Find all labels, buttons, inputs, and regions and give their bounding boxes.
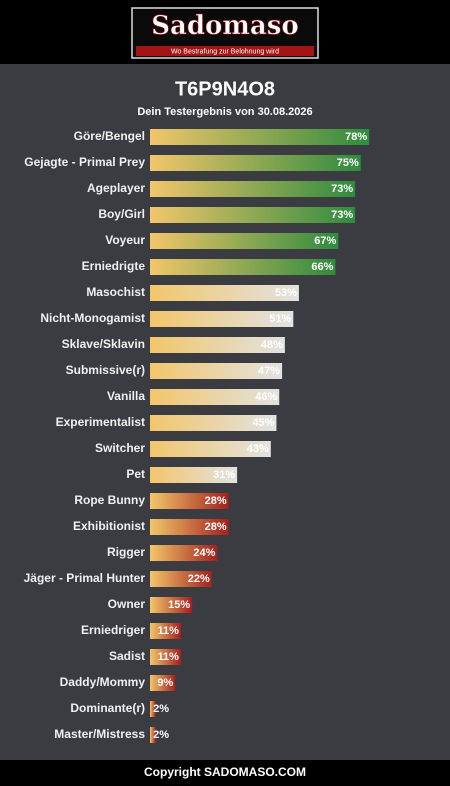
- category-label: Sklave/Sklavin: [62, 337, 145, 351]
- chart-subtitle: Dein Testergebnis von 30.08.2026: [137, 106, 312, 118]
- category-label: Erniedrigte: [82, 259, 146, 273]
- bar: [150, 623, 181, 639]
- footer[interactable]: Copyright SADOMASO.COM: [144, 765, 306, 779]
- value-label: 22%: [188, 573, 210, 585]
- value-label: 75%: [337, 157, 359, 169]
- category-label: Masochist: [86, 285, 145, 299]
- category-label: Rigger: [107, 545, 145, 559]
- bar: [150, 493, 229, 509]
- category-label: Rope Bunny: [74, 493, 145, 507]
- bar: [150, 519, 229, 535]
- bar: [150, 571, 212, 587]
- bar: [150, 389, 280, 405]
- value-label: 66%: [311, 261, 333, 273]
- footer-bar: [0, 760, 450, 786]
- bar: [150, 155, 361, 171]
- logo[interactable]: Sadomaso: [151, 11, 299, 42]
- slogan-band: [136, 46, 314, 56]
- bar: [150, 259, 336, 275]
- value-label: 47%: [258, 365, 280, 377]
- value-label: 28%: [205, 521, 227, 533]
- category-label: Jäger - Primal Hunter: [24, 571, 146, 585]
- value-label: 45%: [252, 417, 274, 429]
- category-label: Sadist: [109, 649, 145, 663]
- category-label: Vanilla: [107, 389, 145, 403]
- value-label: 78%: [345, 131, 367, 143]
- category-label: Dominante(r): [70, 701, 145, 715]
- category-label: Exhibitionist: [73, 519, 145, 533]
- value-label: 73%: [331, 209, 353, 221]
- bar: [150, 727, 156, 743]
- bar: [150, 675, 176, 691]
- category-label: Göre/Bengel: [74, 129, 145, 143]
- category-label: Pet: [126, 467, 145, 481]
- value-label: 51%: [269, 313, 291, 325]
- bar: [150, 233, 339, 249]
- bar: [150, 181, 356, 197]
- value-label: 73%: [331, 183, 353, 195]
- category-label: Master/Mistress: [54, 727, 145, 741]
- category-label: Nicht-Monogamist: [40, 311, 145, 325]
- value-label: 28%: [205, 495, 227, 507]
- category-label: Experimentalist: [56, 415, 145, 429]
- bar: [150, 363, 283, 379]
- value-label: 11%: [157, 651, 179, 663]
- category-label: Switcher: [95, 441, 145, 455]
- bar: [150, 597, 193, 613]
- category-label: Voyeur: [105, 233, 145, 247]
- bar: [150, 441, 271, 457]
- bar: [150, 649, 181, 665]
- bar: [150, 467, 238, 483]
- bar: [150, 415, 277, 431]
- value-label: 15%: [168, 599, 190, 611]
- bar: [150, 129, 370, 145]
- bar: [150, 285, 299, 301]
- value-label: 2%: [153, 729, 169, 741]
- value-label: 43%: [247, 443, 269, 455]
- value-label: 24%: [193, 547, 215, 559]
- value-label: 53%: [275, 287, 297, 299]
- bar: [150, 207, 356, 223]
- value-label: 46%: [255, 391, 277, 403]
- value-label: 31%: [213, 469, 235, 481]
- bar: [150, 545, 218, 561]
- bar: [150, 701, 156, 717]
- category-label: Boy/Girl: [98, 207, 145, 221]
- value-label: 67%: [314, 235, 336, 247]
- slogan: Wo Bestrafung zur Belohnung wird: [171, 48, 279, 55]
- category-label: Erniedriger: [81, 623, 145, 637]
- category-label: Owner: [108, 597, 146, 611]
- category-label: Submissive(r): [66, 363, 145, 377]
- category-label: Gejagte - Primal Prey: [24, 155, 145, 169]
- bar: [150, 337, 285, 353]
- category-label: Daddy/Mommy: [60, 675, 146, 689]
- value-label: 2%: [153, 703, 169, 715]
- value-label: 48%: [261, 339, 283, 351]
- bar: [150, 311, 294, 327]
- chart-title: T6P9N4O8: [175, 78, 275, 100]
- category-label: Ageplayer: [87, 181, 145, 195]
- value-label: 11%: [157, 625, 179, 637]
- value-label: 9%: [157, 677, 173, 689]
